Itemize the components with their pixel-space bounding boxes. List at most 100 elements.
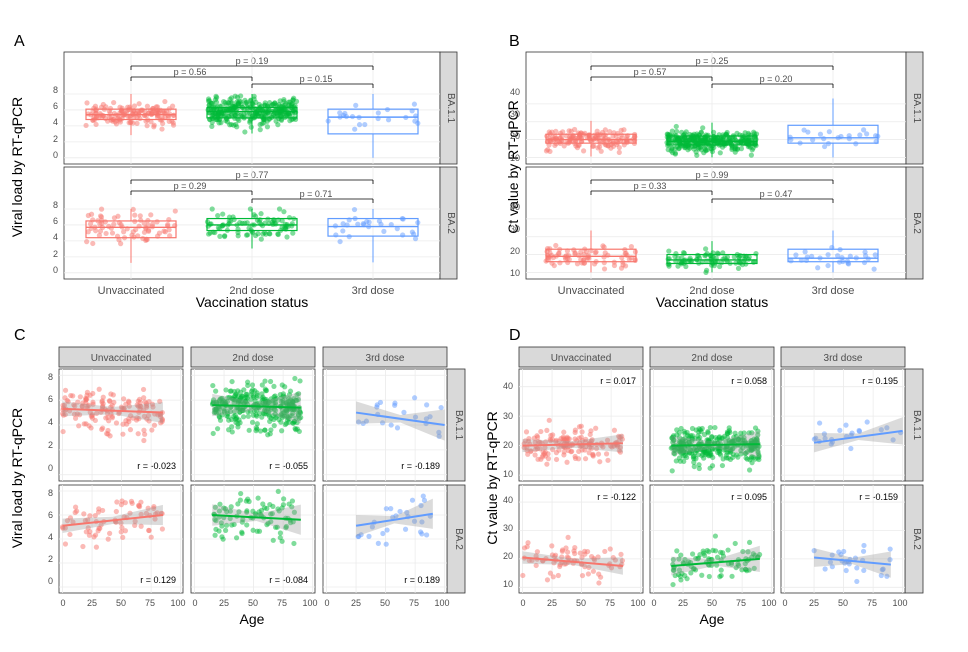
panel-c-point	[71, 411, 77, 417]
panel-c-point	[150, 404, 156, 410]
panel-c-point	[137, 406, 143, 412]
panel-b-point	[553, 242, 559, 249]
panel-c-point	[72, 504, 79, 510]
panel-d-point	[821, 431, 827, 437]
panel-c-point	[245, 409, 251, 415]
panel-d-point	[755, 428, 761, 434]
panel-c-trend-line	[355, 512, 433, 527]
panel-b-point	[601, 266, 608, 272]
panel-c-point	[438, 404, 444, 411]
panel-c-point	[62, 411, 68, 418]
panel-c-point	[267, 501, 273, 508]
panel-a-point	[238, 93, 244, 99]
panel-c-point	[224, 509, 230, 515]
panel-b-point	[626, 256, 632, 262]
panel-d-point	[887, 546, 893, 552]
panel-c-point	[268, 427, 274, 433]
panel-c-point	[282, 421, 288, 428]
panel-a-point	[385, 117, 392, 123]
panel-d-point	[532, 452, 538, 458]
panel-c-trend-line	[212, 404, 301, 409]
panel-d-point	[608, 565, 615, 571]
panel-a-point	[253, 99, 259, 106]
panel-a-point	[98, 206, 105, 212]
panel-b-point	[572, 251, 578, 257]
panel-d-point	[585, 571, 591, 577]
panel-c-ci-band	[356, 401, 445, 441]
panel-c-point	[135, 431, 141, 437]
panel-c-point	[221, 505, 227, 511]
panel-a-point	[160, 120, 166, 127]
panel-b-point	[704, 147, 711, 153]
panel-d-col-label-3: 3rd dose	[824, 353, 863, 364]
panel-d-point	[706, 556, 712, 562]
panel-b-point	[593, 249, 599, 255]
panel-d-point	[595, 451, 602, 457]
panel-c-point	[236, 509, 242, 515]
panel-c-c1-xtick-75: 75	[145, 598, 155, 608]
panel-b-point	[864, 131, 870, 137]
panel-a-point	[360, 221, 366, 227]
panel-d-point	[696, 465, 702, 472]
panel-a-point	[256, 219, 262, 225]
panel-c-point	[262, 378, 268, 384]
panel-c-point	[374, 404, 380, 410]
panel-d-point	[612, 557, 618, 563]
panel-c-r-1-1: r = -0.023	[137, 461, 176, 471]
panel-d-point	[669, 468, 675, 474]
panel-a-point	[351, 206, 358, 213]
panel-c-point	[419, 519, 425, 525]
panel-c-point	[397, 508, 403, 515]
panel-a-row-2-strip-label: BA.2	[445, 212, 456, 234]
panel-b-point	[623, 134, 630, 140]
panel-c-point	[279, 538, 285, 544]
panel-b-point	[592, 132, 598, 138]
panel-c-c1-xtick-100: 100	[170, 598, 185, 608]
panel-c-point	[76, 412, 83, 418]
panel-a-point	[281, 209, 287, 215]
panel-a-point	[130, 206, 136, 213]
panel-c-point	[72, 415, 79, 421]
panel-c-r-1-3: r = -0.189	[401, 461, 440, 471]
panel-c-point	[427, 414, 433, 420]
panel-a-point	[85, 212, 91, 219]
panel-d-point	[856, 428, 863, 435]
panel-b-point	[730, 134, 736, 140]
panel-d-point	[756, 456, 762, 463]
panel-d-point	[691, 463, 697, 470]
panel-d-point	[716, 435, 722, 441]
panel-a-box	[85, 220, 177, 239]
panel-d-c3-xtick-75: 75	[867, 598, 877, 608]
panel-d-point	[674, 548, 680, 554]
panel-a-point	[115, 213, 121, 219]
panel-c-point	[60, 428, 66, 435]
panel-a-point	[160, 109, 166, 115]
panel-a-point	[248, 116, 254, 122]
panel-c-point	[80, 543, 86, 550]
panel-d-c2-xtick-50: 50	[707, 598, 717, 608]
panel-c-point	[217, 501, 223, 507]
panel-c-row-label-2: BA.2	[453, 528, 464, 550]
panel-d-c3-xtick-25: 25	[809, 598, 819, 608]
panel-c-trend-line	[62, 514, 164, 527]
panel-c-point	[424, 402, 430, 408]
panel-a-point	[118, 221, 124, 228]
panel-c-point	[74, 508, 80, 514]
panel-a-point	[340, 221, 346, 227]
panel-c-point	[127, 510, 133, 516]
panel-a-point	[167, 233, 173, 239]
panel-a-point	[141, 220, 147, 226]
panel-c-point	[270, 537, 276, 543]
panel-d-point	[699, 425, 705, 432]
panel-c-point	[289, 504, 295, 510]
panel-a-point	[251, 212, 257, 218]
panel-c-point	[420, 493, 426, 499]
panel-c-point	[292, 418, 298, 425]
panel-c-row-1-ytick-0: 0	[48, 463, 53, 473]
panel-d-row-2-ytick-10: 10	[503, 579, 513, 589]
panel-d-point	[544, 577, 551, 583]
panel-c-point	[70, 393, 76, 399]
panel-a-point	[243, 99, 250, 105]
panel-c-c1-xtick-50: 50	[116, 598, 126, 608]
panel-c-point	[412, 395, 418, 401]
